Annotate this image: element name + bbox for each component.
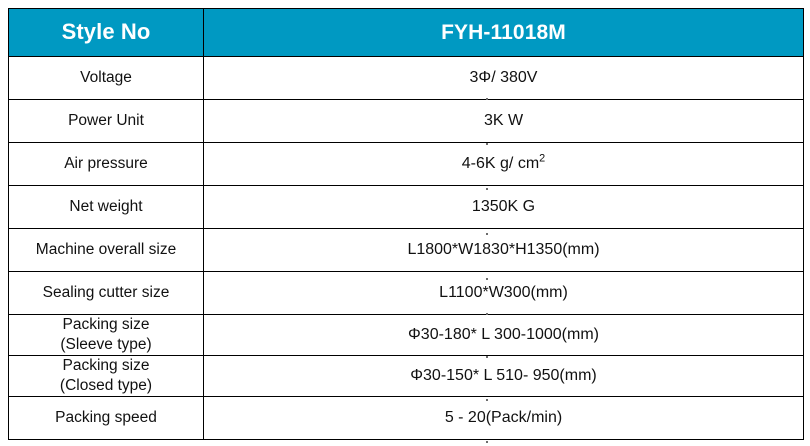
- row-value-text: Φ30-150* L 510- 950(mm): [410, 366, 597, 384]
- row-value-cell: 1350K G: [203, 185, 804, 229]
- row-label-text: Packing size (Sleeve type): [9, 315, 203, 355]
- row-value-cell: 4-6K g/ cm2: [203, 142, 804, 186]
- row-value-text: 3K W: [483, 111, 524, 129]
- row-rule-dot: [486, 441, 488, 443]
- header-cell-style-no: Style No: [8, 8, 204, 57]
- row-label-text: Net weight: [69, 198, 143, 216]
- row-value-cell: 3Φ/ 380V: [203, 56, 804, 100]
- row-label-line1: Packing size: [62, 357, 150, 375]
- table-row: Sealing cutter size L1100*W300(mm): [8, 271, 804, 315]
- row-rule-dot: [486, 233, 488, 235]
- row-label-cell: Sealing cutter size: [8, 271, 204, 315]
- row-label-cell: Packing size (Sleeve type): [8, 314, 204, 356]
- row-label-line2: (Sleeve type): [60, 336, 152, 353]
- table-row: Machine overall size L1800*W1830*H1350(m…: [8, 228, 804, 272]
- table-row: Net weight 1350K G: [8, 185, 804, 229]
- specification-table: Style No FYH-11018M Voltage 3Φ/ 380V Pow…: [8, 8, 804, 440]
- row-value-cell: 5 - 20(Pack/min): [203, 396, 804, 440]
- table-row: Air pressure 4-6K g/ cm2: [8, 142, 804, 186]
- table-row: Packing speed 5 - 20(Pack/min): [8, 396, 804, 440]
- header-cell-model: FYH-11018M: [203, 8, 804, 57]
- row-value-text: L1800*W1830*H1350(mm): [407, 240, 600, 258]
- row-value-text: Φ30-180* L 300-1000(mm): [408, 325, 599, 343]
- row-value-cell: L1100*W300(mm): [203, 271, 804, 315]
- row-label-text: Power Unit: [68, 112, 144, 130]
- row-value-base: 4-6K g/ cm: [461, 154, 540, 172]
- row-rule-dot: [486, 356, 488, 358]
- row-label-cell: Packing speed: [8, 396, 204, 440]
- table-row: Packing size (Closed type) Φ30-150* L 510…: [8, 355, 804, 397]
- row-label-cell: Air pressure: [8, 142, 204, 186]
- table-row: Power Unit 3K W: [8, 99, 804, 143]
- row-label-text: Air pressure: [64, 155, 148, 173]
- row-rule-dot: [486, 98, 488, 100]
- row-label-cell: Power Unit: [8, 99, 204, 143]
- header-label-text: Style No: [61, 19, 151, 45]
- row-value-cell: L1800*W1830*H1350(mm): [203, 228, 804, 272]
- row-label-cell: Packing size (Closed type): [8, 355, 204, 397]
- row-rule-dot: [486, 399, 488, 401]
- row-value-text: 1350K G: [471, 197, 536, 215]
- row-value-cell: 3K W: [203, 99, 804, 143]
- row-value-text: 3Φ/ 380V: [469, 68, 538, 86]
- row-label-line2: (Closed type): [59, 377, 153, 394]
- row-value-superscript: 2: [539, 152, 546, 165]
- row-label-text: Packing size (Closed type): [9, 356, 203, 396]
- row-value-text: L1100*W300(mm): [439, 283, 568, 301]
- row-label-cell: Net weight: [8, 185, 204, 229]
- table-row: Packing size (Sleeve type) Φ30-180* L 300…: [8, 314, 804, 356]
- row-value-text: 5 - 20(Pack/min): [444, 408, 563, 426]
- row-rule-dot: [486, 188, 488, 190]
- row-rule-dot: [486, 278, 488, 280]
- header-model-text: FYH-11018M: [441, 20, 566, 44]
- row-label-line1: Packing size: [62, 316, 150, 334]
- row-value-cell: Φ30-150* L 510- 950(mm): [203, 355, 804, 397]
- row-label-text: Voltage: [80, 69, 132, 87]
- row-label-text: Sealing cutter size: [42, 284, 170, 302]
- table-header-row: Style No FYH-11018M: [8, 8, 804, 57]
- table-body: Voltage 3Φ/ 380V Power Unit 3K W Air pre…: [8, 56, 804, 440]
- row-label-text: Packing speed: [55, 409, 157, 427]
- row-value-cell: Φ30-180* L 300-1000(mm): [203, 314, 804, 356]
- row-label-cell: Voltage: [8, 56, 204, 100]
- row-value-text: 4-6K g/ cm2: [204, 152, 803, 174]
- row-rule-dot: [486, 143, 488, 145]
- row-label-text: Machine overall size: [35, 241, 177, 259]
- table-row: Voltage 3Φ/ 380V: [8, 56, 804, 100]
- row-label-cell: Machine overall size: [8, 228, 204, 272]
- row-rule-dot: [486, 313, 488, 315]
